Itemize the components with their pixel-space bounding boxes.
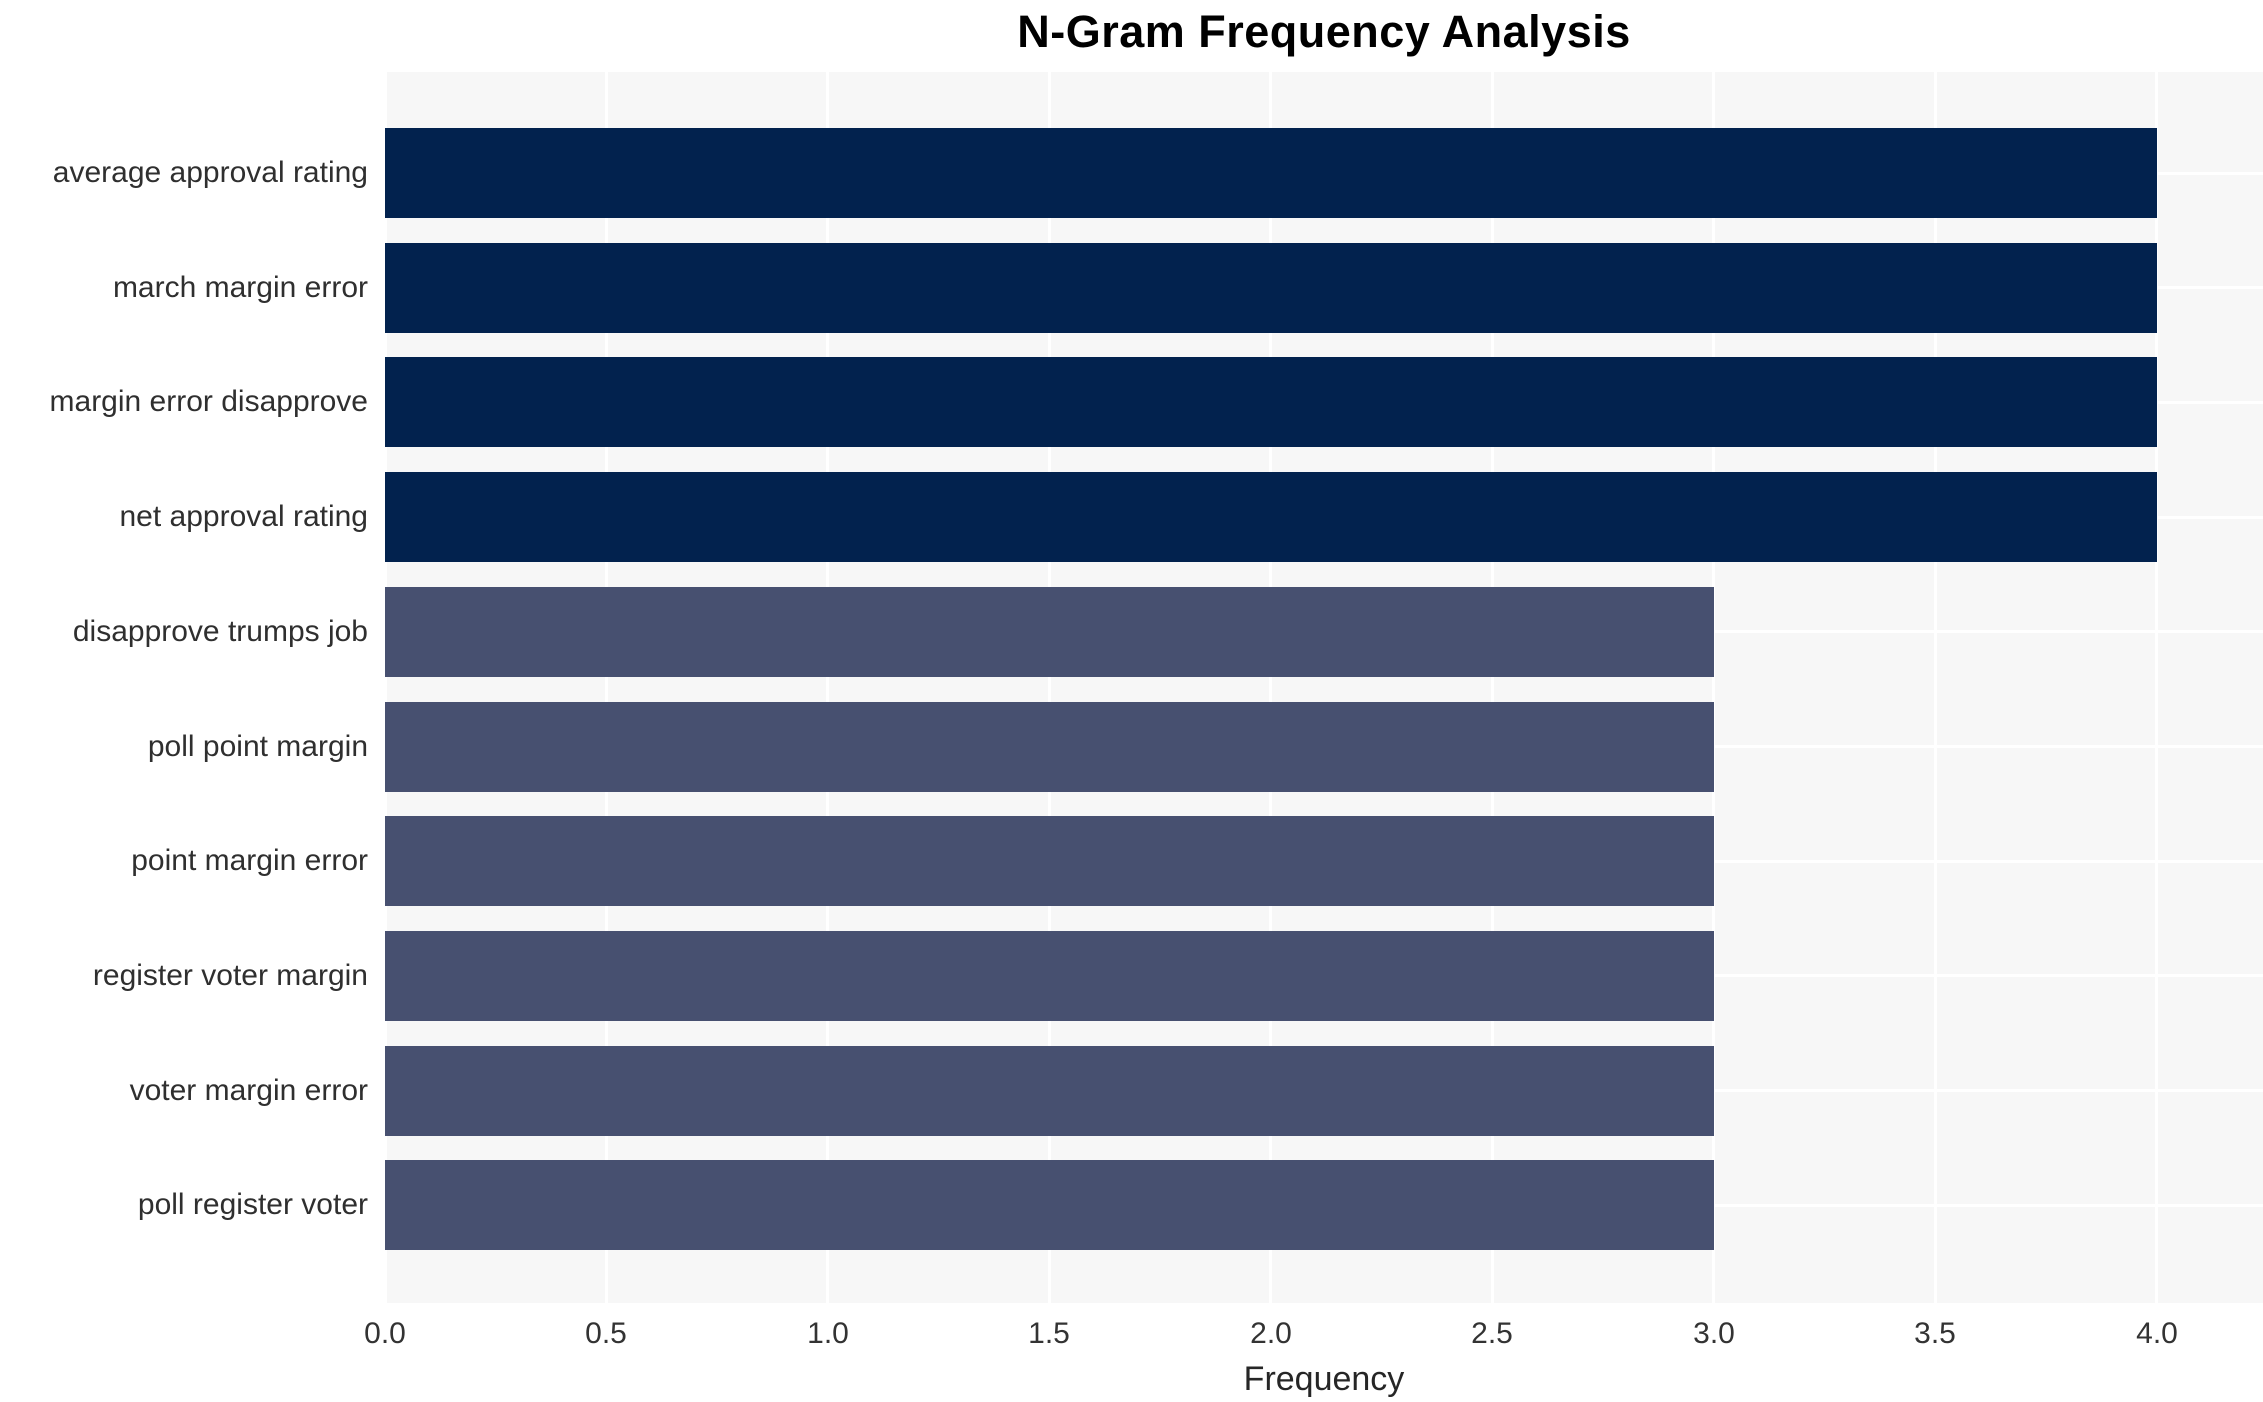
grid-line-vertical — [1934, 72, 1937, 1303]
bar-poll-register-voter — [385, 1160, 1714, 1250]
x-tick-label: 0.5 — [585, 1317, 627, 1350]
y-tick-label: voter margin error — [129, 1074, 368, 1107]
grid-line-vertical — [385, 72, 387, 1303]
grid-line-vertical — [1491, 72, 1494, 1303]
y-tick-label: march margin error — [112, 271, 368, 304]
bar-poll-point-margin — [385, 702, 1714, 792]
bar-average-approval-rating — [385, 128, 2157, 218]
bar-net-approval-rating — [385, 472, 2157, 562]
y-axis-labels: average approval rating march margin erro… — [0, 0, 368, 1402]
chart-title: N-Gram Frequency Analysis — [1017, 6, 1631, 57]
grid-line-vertical — [1269, 72, 1272, 1303]
x-axis-title: Frequency — [1243, 1360, 1405, 1398]
bar-register-voter-margin — [385, 931, 1714, 1021]
y-tick-label: point margin error — [131, 844, 368, 877]
y-tick-label: disapprove trumps job — [72, 615, 368, 648]
bar-disapprove-trumps-job — [385, 587, 1714, 677]
bar-margin-error-disapprove — [385, 357, 2157, 447]
y-tick-label: net approval rating — [119, 500, 369, 533]
x-tick-label: 1.0 — [807, 1317, 849, 1350]
bar-voter-margin-error — [385, 1046, 1714, 1136]
y-tick-label: poll register voter — [137, 1188, 368, 1221]
x-tick-label: 2.0 — [1250, 1317, 1292, 1350]
bar-march-margin-error — [385, 243, 2157, 333]
bar-point-margin-error — [385, 816, 1714, 906]
grid-line-vertical — [1712, 72, 1715, 1303]
y-tick-label: register voter margin — [92, 959, 368, 992]
y-tick-label: average approval rating — [52, 156, 368, 189]
x-tick-label: 1.5 — [1028, 1317, 1070, 1350]
y-tick-label: poll point margin — [147, 730, 368, 763]
x-tick-label: 4.0 — [2136, 1317, 2178, 1350]
grid-line-vertical — [2155, 72, 2158, 1303]
y-tick-label: margin error disapprove — [49, 385, 368, 418]
x-tick-label: 2.5 — [1471, 1317, 1513, 1350]
grid-line-vertical — [826, 72, 829, 1303]
x-tick-label: 0.0 — [364, 1317, 406, 1350]
grid-line-vertical — [1048, 72, 1051, 1303]
x-tick-label: 3.0 — [1693, 1317, 1735, 1350]
x-tick-label: 3.5 — [1914, 1317, 1956, 1350]
plot-area — [385, 72, 2263, 1303]
grid-line-vertical — [605, 72, 608, 1303]
